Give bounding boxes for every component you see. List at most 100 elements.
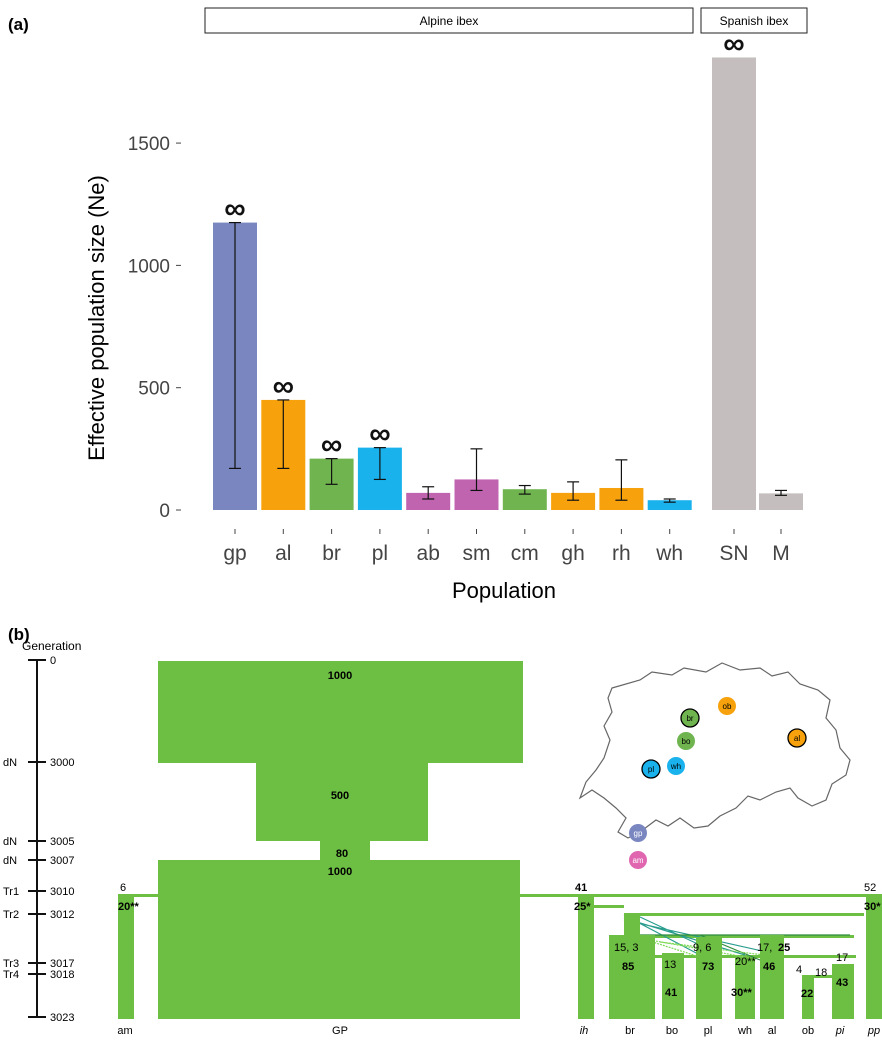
ob-founders: 4 <box>796 964 802 976</box>
pi-founders-a: 18 <box>815 967 827 979</box>
translocation-lines <box>118 894 882 958</box>
x-tick-label-al: al <box>275 542 291 565</box>
gp-size-2: 500 <box>331 790 349 802</box>
label-ih: ih <box>580 1025 589 1037</box>
line-br-pp <box>624 913 864 916</box>
x-tick-label-cm: cm <box>511 542 539 565</box>
panel-b-numbers: 6 20** 41 25* 52 30* 15, 3 85 13 41 9, 6… <box>118 882 881 1000</box>
map-label-bo: bo <box>682 737 691 746</box>
y-tick-label: 0 <box>159 501 170 522</box>
pi-founders-b: 17 <box>836 952 848 964</box>
timeline-phase-label: Tr1 <box>3 886 19 898</box>
timeline-generation-label: 0 <box>50 655 56 667</box>
wh-founders: 20** <box>735 956 757 968</box>
ih-size: 25* <box>574 901 591 913</box>
bar-wh <box>735 958 755 1019</box>
timeline-generation-label: 3010 <box>50 886 74 898</box>
label-gp: GP <box>332 1025 348 1037</box>
bar-ih <box>578 897 594 1019</box>
y-tick-label: 500 <box>138 379 170 400</box>
bar-pl <box>696 937 722 1019</box>
x-tick-label-wh: wh <box>655 542 683 565</box>
label-ob: ob <box>802 1025 814 1037</box>
map-dot-wh <box>667 757 685 775</box>
switzerland-map: br ob bo pl wh al gp am <box>578 662 851 869</box>
pp-founders: 52 <box>864 882 876 894</box>
bar-cm <box>502 489 547 510</box>
x-tick-label-rh: rh <box>612 542 631 565</box>
map-dot-bo <box>677 732 695 750</box>
infinity-marker-gp: ∞ <box>224 193 245 226</box>
map-dot-br <box>680 708 700 728</box>
x-tick-label-SN: SN <box>719 542 748 565</box>
br-founders: 15, 3 <box>614 942 638 954</box>
pi-size: 43 <box>836 977 848 989</box>
am-size: 20** <box>118 901 140 913</box>
timeline-generation-label: 3018 <box>50 969 74 981</box>
map-label-ob: ob <box>723 702 732 711</box>
am-founders: 6 <box>120 882 126 894</box>
population-bars <box>118 897 882 1019</box>
facet-label-spanish: Spanish ibex <box>720 14 789 28</box>
y-tick-label: 1000 <box>128 256 170 277</box>
pl-size: 73 <box>702 961 714 973</box>
map-label-br: br <box>686 714 693 723</box>
label-wh: wh <box>737 1025 752 1037</box>
label-pi: pi <box>835 1025 845 1037</box>
timeline-phase-label: dN <box>3 855 17 867</box>
bar-ab <box>406 492 451 510</box>
line-br-ob <box>640 955 856 958</box>
y-axis-title: Effective population size (Ne) <box>84 175 109 461</box>
gp-size-3: 80 <box>336 848 348 860</box>
x-tick-label-gp: gp <box>223 542 246 565</box>
timeline-generation-label: 3007 <box>50 855 74 867</box>
label-am: am <box>117 1025 132 1037</box>
infinity-marker-pl: ∞ <box>369 418 390 451</box>
timeline-title: Generation <box>22 639 81 653</box>
line-gp-pp <box>520 894 882 897</box>
gp-demography: 1000 500 80 1000 <box>158 661 523 1019</box>
al-size: 46 <box>763 961 775 973</box>
timeline-phase-label: dN <box>3 836 17 848</box>
pp-size: 30* <box>864 901 881 913</box>
map-dot-gp <box>629 824 647 842</box>
br-size: 85 <box>622 961 634 973</box>
map-label-am: am <box>632 856 643 865</box>
timeline-ticks: 0 dN 3000 dN 3005 dN 3007 Tr1 3010 Tr2 3012 Tr3 3017… <box>3 655 74 1024</box>
x-tick-label-pl: pl <box>372 542 388 565</box>
timeline-phase-label: Tr2 <box>3 909 19 921</box>
al-founders: 17, <box>757 942 772 954</box>
al-founders-bold: 25 <box>778 942 790 954</box>
y-tick-label: 1500 <box>128 134 170 155</box>
line-ob-pi <box>814 975 832 978</box>
ob-size: 22 <box>801 988 813 1000</box>
timeline-phase-label: Tr3 <box>3 958 19 970</box>
facet-strip-alpine <box>204 7 694 34</box>
map-label-al: al <box>794 734 800 743</box>
timeline-generation-label: 3012 <box>50 909 74 921</box>
bar-M <box>759 493 803 510</box>
line-gp-am <box>118 894 158 897</box>
ih-founders: 41 <box>575 882 587 894</box>
map-dot-ob <box>718 697 736 715</box>
x-axis-title: Population <box>452 578 556 603</box>
map-label-wh: wh <box>670 762 681 771</box>
map-dot-pl <box>641 759 661 779</box>
map-dot-al <box>787 728 807 748</box>
bar-br-source <box>624 913 640 937</box>
bar-pp <box>866 897 882 1019</box>
gp-population-block <box>158 661 523 1019</box>
map-label-gp: gp <box>634 829 643 838</box>
bar-ob <box>802 975 814 1019</box>
timeline-phase-label: Tr4 <box>3 969 19 981</box>
wh-size: 30** <box>731 987 753 999</box>
timeline-generation-label: 3005 <box>50 836 74 848</box>
panel-a-label: (a) <box>8 15 29 34</box>
x-tick-label-gh: gh <box>561 542 584 565</box>
bar-am <box>118 897 134 1019</box>
infinity-marker-br: ∞ <box>321 429 342 462</box>
population-labels: am GP ih br bo pl wh al ob pi pp <box>117 1025 880 1037</box>
bar-series: ∞ ∞ ∞ ∞ ∞ <box>213 27 803 511</box>
infinity-marker-al: ∞ <box>273 370 294 403</box>
